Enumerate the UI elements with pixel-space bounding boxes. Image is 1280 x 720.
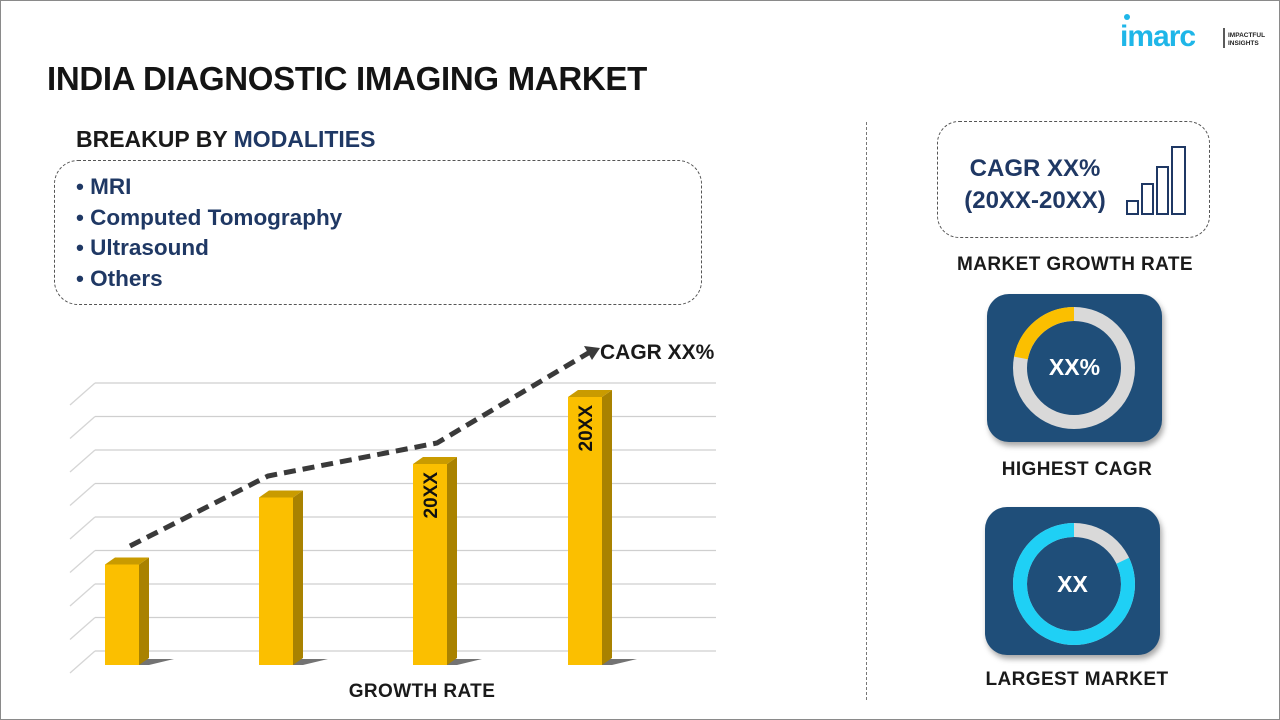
growth-chart: 20XX 20XX [69, 346, 716, 674]
trend-arrow-icon [584, 346, 600, 360]
highest-cagr-donut [1013, 307, 1135, 429]
market-growth-label: MARKET GROWTH RATE [957, 254, 1193, 275]
grid-diagonal [69, 516, 96, 540]
bar-side [602, 390, 612, 665]
bar-label: 20XX [576, 405, 597, 452]
bar-side [447, 457, 457, 665]
cagr-value: CAGR XX% [969, 155, 1101, 182]
bar-label: 20XX [421, 472, 442, 519]
svg-text:imarc: imarc [1120, 20, 1195, 52]
bar-top [413, 457, 457, 464]
bar-side [293, 490, 303, 665]
grid-diagonal [69, 382, 96, 406]
svg-text:IMPACTFUL: IMPACTFUL [1228, 32, 1265, 39]
bar-top [568, 390, 612, 397]
segments-box [54, 160, 702, 305]
highest-cagr-card: XX% [987, 294, 1162, 442]
grid-diagonal [69, 550, 96, 573]
breakup-prefix: BREAKUP BY [76, 126, 228, 152]
largest-market-donut [1013, 523, 1135, 645]
grid-diagonal [69, 449, 96, 473]
highest-cagr-label: HIGHEST CAGR [1001, 459, 1153, 480]
largest-market-value: XX [1057, 571, 1088, 597]
cagr-box [937, 121, 1210, 238]
breakup-highlight: MODALITIES [233, 126, 376, 152]
segment-item: • Computed Tomography [76, 204, 343, 230]
bar [413, 464, 447, 665]
cagr-text: CAGR XX% (20XX-20XX) [950, 153, 1120, 217]
segment-list: • MRI • Computed Tomography • Ultrasound… [76, 172, 342, 294]
bar [105, 564, 139, 665]
breakup-heading: BREAKUP BY MODALITIES [76, 126, 375, 153]
trend-label: CAGR XX% [600, 341, 715, 364]
grid-diagonal [69, 483, 96, 506]
segment-item: • MRI [76, 174, 132, 199]
segment-item: • Others [76, 265, 163, 291]
chart-xlabel: GROWTH RATE [348, 681, 496, 702]
bar-top [259, 490, 303, 498]
svg-text:INSIGHTS: INSIGHTS [1228, 40, 1259, 47]
trend-line [128, 349, 592, 549]
imarc-logo: imarc IMPACTFUL INSIGHTS [1120, 12, 1270, 57]
donut-fill [1013, 307, 1135, 429]
grid-diagonal [69, 650, 96, 674]
donut-fill [1013, 523, 1135, 645]
largest-market-label: LARGEST MARKET [985, 669, 1169, 690]
bar-top [105, 557, 149, 565]
segment-item: • Ultrasound [76, 235, 209, 260]
highest-cagr-value: XX% [1048, 354, 1101, 380]
grid-diagonal [69, 416, 96, 439]
divider [866, 122, 867, 700]
bar-side [139, 557, 149, 665]
cagr-period: (20XX-20XX) [964, 187, 1106, 214]
grid-diagonal [69, 583, 96, 607]
bar [568, 397, 602, 665]
bar-chart-icon [1126, 146, 1186, 215]
bar [259, 497, 293, 665]
page-title: INDIA DIAGNOSTIC IMAGING MARKET [47, 60, 647, 97]
largest-market-card: XX [985, 507, 1160, 655]
grid-diagonal [69, 617, 96, 640]
